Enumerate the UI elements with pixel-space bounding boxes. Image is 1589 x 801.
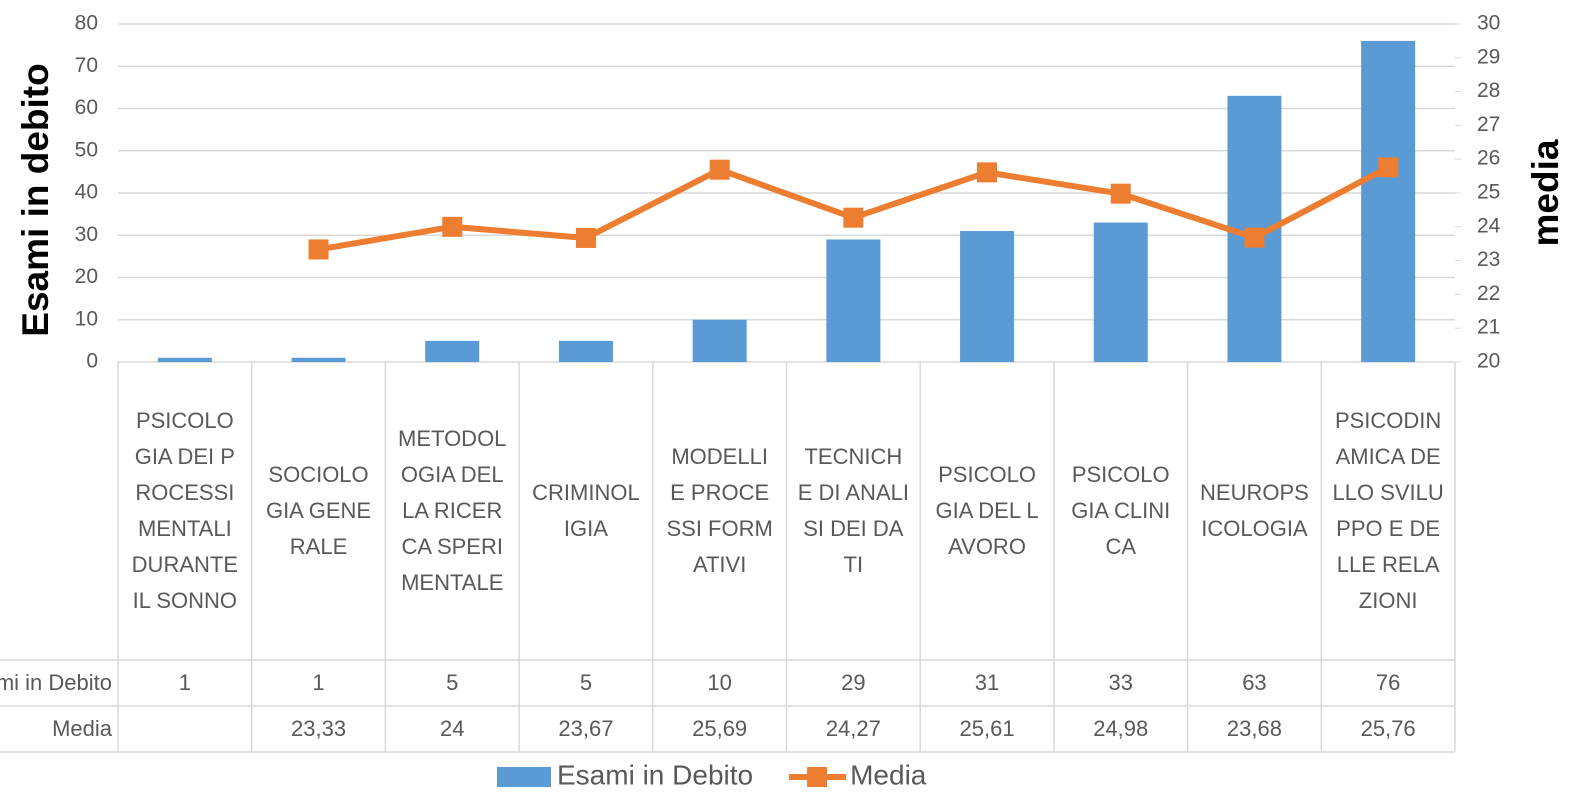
marker — [308, 239, 329, 260]
y-tick-label: 70 — [75, 54, 98, 77]
y-tick-label: 50 — [75, 138, 98, 161]
table-value: 31 — [974, 670, 1000, 695]
table-value: 5 — [579, 670, 593, 695]
y2-tick-label: 26 — [1477, 147, 1500, 170]
bar — [1093, 222, 1148, 362]
table-value: 24,98 — [1093, 716, 1149, 741]
y-tick-label: 60 — [75, 96, 98, 119]
y-tick-label: 40 — [75, 181, 98, 204]
table-value: 1 — [312, 670, 325, 695]
table-value: 23,67 — [558, 716, 614, 741]
table-value: 25,69 — [692, 716, 748, 741]
marker — [977, 162, 998, 183]
bar — [157, 357, 212, 362]
category-label: MODELLI E PROCESSI FORMATIVI — [666, 444, 773, 577]
y2-tick-label: 27 — [1477, 113, 1500, 136]
table-row-header: Media — [52, 716, 112, 741]
marker — [575, 227, 596, 248]
table-value: 1 — [178, 670, 191, 695]
y2-tick-label: 29 — [1477, 45, 1500, 68]
y-tick-label: 10 — [75, 307, 98, 330]
y-axis-title: Esami in debito — [15, 63, 56, 336]
category-label: PSICOLOGIA DEI PROCESSI MENTALI DURANTE … — [131, 408, 239, 613]
marker — [442, 216, 463, 237]
table-value: 24,27 — [825, 716, 881, 741]
category-label: SOCIOLOGIA GENERALE — [265, 462, 372, 559]
y-tick-label: 30 — [75, 223, 98, 246]
category-label: PSICOLOGIA DEL LAVORO — [935, 462, 1039, 559]
table-value: 25,61 — [959, 716, 1015, 741]
category-label: TECNICHE DI ANALISI DEI DATI — [797, 444, 909, 577]
table-value: 10 — [707, 670, 732, 695]
table-value: 23,33 — [291, 716, 347, 741]
table-value — [118, 706, 252, 752]
bar — [1361, 40, 1416, 363]
category-label: NEUROPSICOLOGIA — [1200, 480, 1309, 541]
table-value: 29 — [841, 670, 866, 695]
y2-tick-label: 24 — [1477, 214, 1501, 237]
category-label: METODOLOGIA DELLA RICERCA SPERIMENTALE — [398, 426, 507, 595]
marker — [1378, 157, 1399, 178]
y2-axis-title: media — [1525, 139, 1566, 246]
bar — [692, 319, 747, 362]
legend-swatch — [497, 767, 551, 787]
bar — [425, 340, 480, 362]
y2-tick-label: 21 — [1477, 316, 1500, 339]
y2-tick-label: 20 — [1477, 350, 1500, 373]
marker — [843, 207, 864, 228]
y2-tick-label: 28 — [1477, 79, 1500, 102]
table-value: 25,76 — [1360, 716, 1416, 741]
legend-swatch — [807, 767, 828, 787]
table-value: 33 — [1108, 670, 1133, 695]
category-label: PSICOLOGIA CLINICA — [1071, 462, 1171, 559]
bar — [960, 231, 1015, 362]
bar — [826, 239, 881, 362]
y2-tick-label: 25 — [1477, 181, 1500, 204]
table-row-header: Esami in Debito — [0, 670, 112, 695]
table-value: 23,68 — [1226, 716, 1282, 741]
y-tick-label: 20 — [75, 265, 98, 288]
category-label: CRIMINOLIGIA — [532, 480, 640, 541]
y-tick-label: 0 — [86, 350, 98, 373]
bar — [558, 340, 613, 362]
y2-tick-label: 30 — [1477, 12, 1500, 35]
bar — [291, 357, 346, 362]
marker — [1244, 227, 1265, 248]
table-value: 5 — [446, 670, 459, 695]
y2-tick-label: 22 — [1477, 282, 1500, 305]
marker — [1110, 183, 1131, 204]
y2-tick-label: 23 — [1477, 248, 1500, 271]
table-value: 63 — [1242, 670, 1267, 695]
table-value: 76 — [1375, 670, 1401, 695]
table-value: 24 — [439, 716, 465, 741]
y-tick-label: 80 — [75, 12, 98, 35]
category-label: PSICODINAMICA DELLO SVILUPPO E DELLE REL… — [1332, 408, 1444, 613]
legend-label: Esami in Debito — [557, 759, 753, 790]
legend-label: Media — [850, 759, 927, 790]
marker — [709, 159, 730, 180]
